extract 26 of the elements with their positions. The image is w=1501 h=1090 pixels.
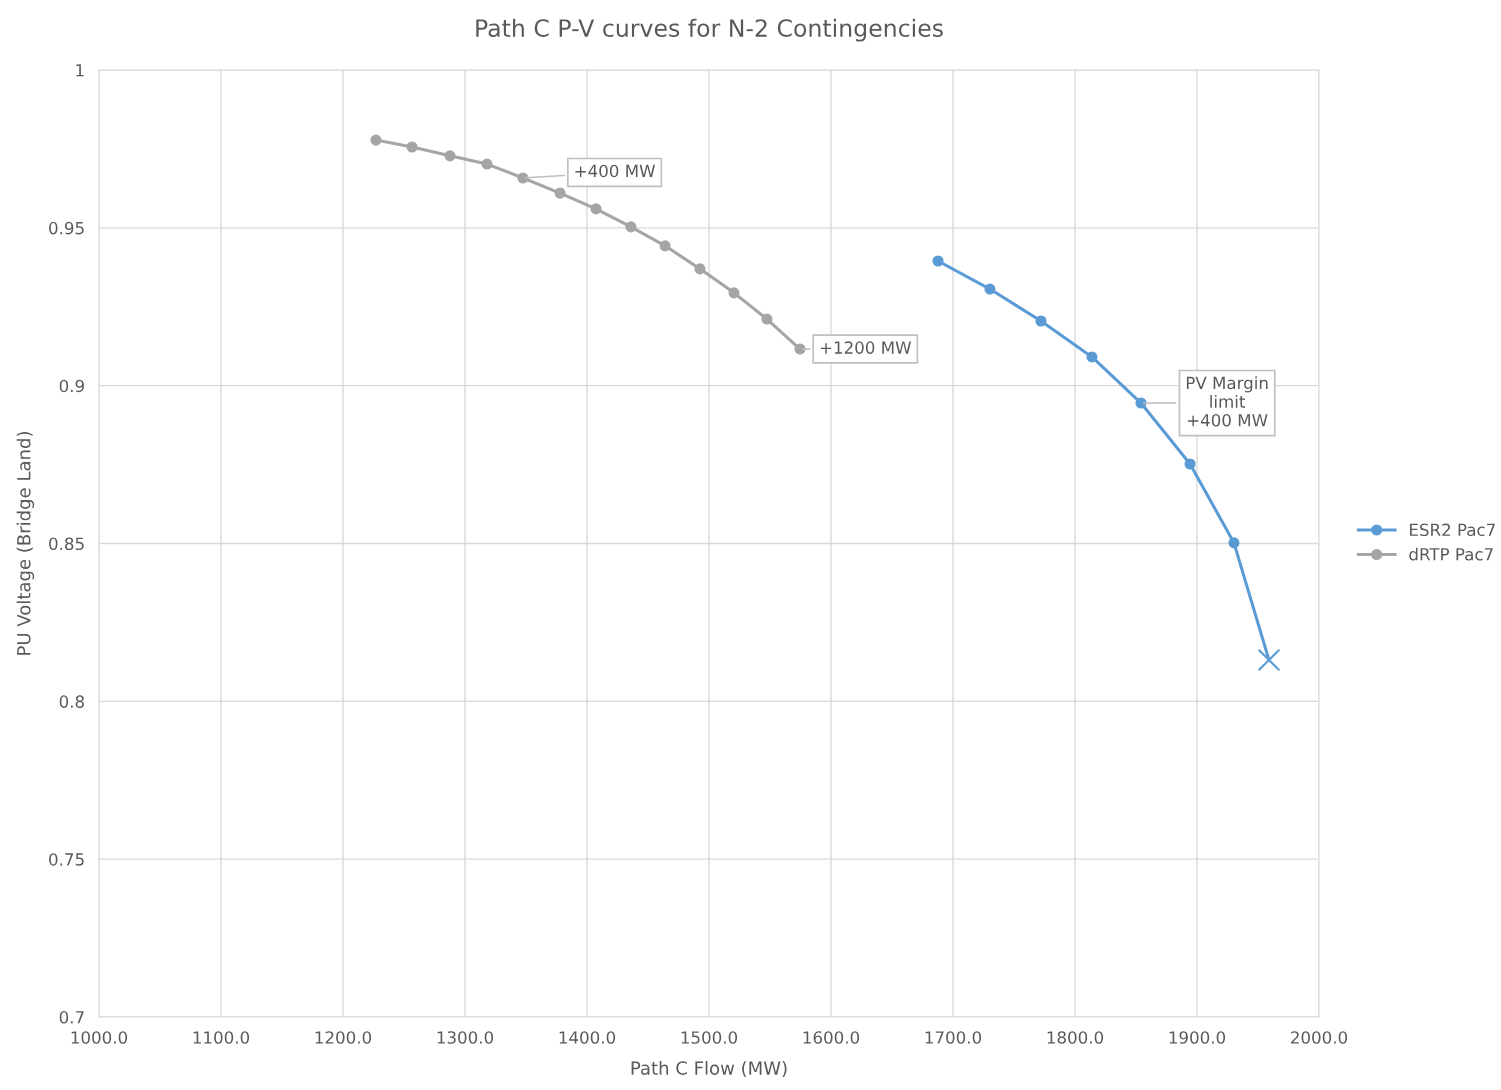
y-tick-label: 0.8 (59, 695, 84, 708)
x-tick-label: 1600.0 (803, 1031, 860, 1044)
annotation: PV Margin limit +400 MW (1186, 376, 1268, 427)
x-tick-label: 1000.0 (71, 1031, 128, 1044)
y-tick-label: 0.95 (49, 221, 84, 235)
x-tick-label: 1700.0 (925, 1031, 982, 1044)
chart-title: Path C P-V curves for N-2 Contingencies (476, 18, 943, 42)
y-tick-label: 0.7 (59, 1010, 84, 1024)
x-tick-label: 2000.0 (1291, 1031, 1348, 1044)
x-tick-label: 1800.0 (1047, 1031, 1104, 1044)
x-tick-label: 1200.0 (315, 1031, 372, 1044)
x-tick-label: 1900.0 (1169, 1031, 1226, 1044)
x-tick-label: 1500.0 (681, 1031, 738, 1044)
y-axis-title: PU Voltage (Bridge Land) (16, 432, 35, 655)
annotation: +1200 MW (820, 341, 912, 354)
legend-label: ESR2 Pac7 (1410, 523, 1495, 537)
y-tick-label: 1 (76, 64, 84, 77)
y-tick-label: 0.9 (59, 379, 84, 393)
y-tick-label: 0.75 (49, 853, 84, 866)
legend-label: dRTP Pac7 (1409, 547, 1493, 561)
y-tick-label: 0.85 (49, 537, 84, 551)
x-axis-title: Path C Flow (MW) (631, 1060, 787, 1078)
annotation: +400 MW (575, 164, 656, 178)
x-tick-label: 1100.0 (193, 1031, 250, 1044)
x-tick-label: 1300.0 (437, 1031, 494, 1044)
x-tick-label: 1400.0 (559, 1031, 616, 1044)
